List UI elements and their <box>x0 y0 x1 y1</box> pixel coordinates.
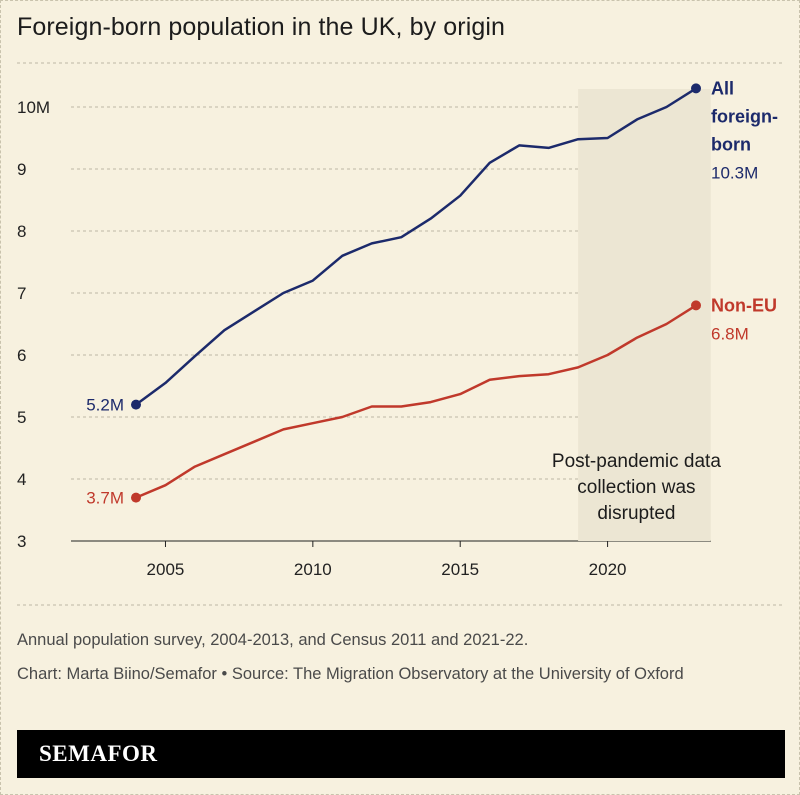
end-value-label-all: 10.3M <box>711 163 758 182</box>
line-chart: 3 4 5 6 7 8 9 10M 2005 2010 2015 2020 5.2M 3.7M All f… <box>17 62 785 606</box>
end-point <box>691 300 701 311</box>
end-series-label-all: All <box>711 78 734 98</box>
x-tick-label: 2015 <box>441 560 479 579</box>
start-value-label-all: 5.2M <box>86 396 124 415</box>
y-tick-label: 9 <box>17 160 26 179</box>
non-eu-line <box>135 304 697 499</box>
end-series-label-noneu: Non-EU <box>711 295 777 315</box>
y-tick-label: 10M <box>17 98 50 117</box>
post-pandemic-annotation: disrupted <box>597 503 675 524</box>
y-tick-label: 3 <box>17 532 26 551</box>
semafor-logo: SEMAFOR <box>39 741 158 766</box>
x-tick-label: 2010 <box>294 560 332 579</box>
end-value-label-noneu: 6.8M <box>711 324 749 343</box>
y-tick-label: 5 <box>17 408 26 427</box>
end-point <box>691 83 701 94</box>
end-series-label-all: foreign- <box>711 106 778 126</box>
x-tick-label: 2005 <box>147 560 185 579</box>
post-pandemic-annotation: Post-pandemic data <box>552 451 721 472</box>
x-tick-label: 2020 <box>589 560 627 579</box>
source-credit: Chart: Marta Biino/Semafor • Source: The… <box>17 665 684 683</box>
y-tick-label: 8 <box>17 222 26 241</box>
y-tick-label: 6 <box>17 346 26 365</box>
start-point <box>131 492 141 503</box>
survey-note: Annual population survey, 2004-2013, and… <box>17 631 529 649</box>
all-foreign-born-line <box>135 87 697 406</box>
brand-bar: SEMAFOR <box>17 730 785 778</box>
y-tick-label: 7 <box>17 284 26 303</box>
start-value-label-noneu: 3.7M <box>86 489 124 508</box>
chart-title: Foreign-born population in the UK, by or… <box>17 13 506 41</box>
start-point <box>131 399 141 410</box>
y-tick-label: 4 <box>17 470 26 489</box>
end-series-label-all: born <box>711 134 751 154</box>
post-pandemic-shade <box>578 89 711 541</box>
post-pandemic-annotation: collection was <box>577 477 695 498</box>
